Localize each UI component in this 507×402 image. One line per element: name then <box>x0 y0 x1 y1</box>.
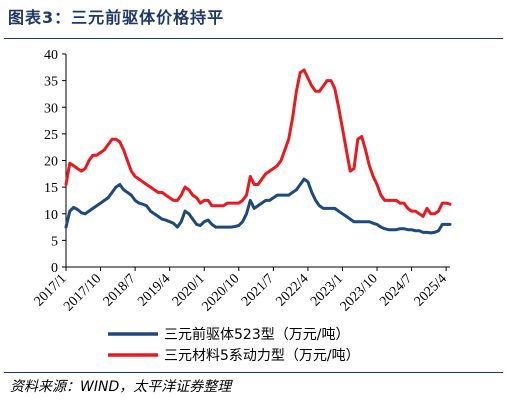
chart-axes: 05101520253035402017/12017/102018/72019/… <box>32 48 450 314</box>
chart-series <box>64 68 452 235</box>
y-tick-label: 5 <box>51 234 58 249</box>
x-tick-label: 2018/7 <box>101 271 139 309</box>
y-tick-label: 0 <box>51 261 58 276</box>
y-tick-label: 40 <box>44 48 58 63</box>
y-tick-label: 35 <box>44 75 58 90</box>
legend-label-1: 三元前驱体523型（万元/吨） <box>164 326 349 343</box>
y-tick-label: 10 <box>44 208 58 223</box>
series-line-1 <box>64 177 452 235</box>
y-tick-label: 20 <box>44 155 58 170</box>
title-divider <box>4 38 503 39</box>
x-tick-label: 2017/10 <box>61 271 104 314</box>
legend-label-2: 三元材料5系动力型（万元/吨） <box>164 348 360 364</box>
x-tick-label: 2022/4 <box>274 271 312 309</box>
x-tick-label: 2025/4 <box>412 271 450 309</box>
chart-legend: 三元前驱体523型（万元/吨） 三元材料5系动力型（万元/吨） <box>108 326 360 364</box>
x-tick-label: 2024/7 <box>377 271 415 309</box>
source-note: 资料来源：WIND，太平洋证券整理 <box>10 379 232 395</box>
x-tick-label: 2023/10 <box>338 271 381 314</box>
source-divider <box>4 372 503 373</box>
line-chart: 05101520253035402017/12017/102018/72019/… <box>32 48 452 364</box>
y-tick-label: 15 <box>44 181 58 196</box>
x-tick-label: 2021/7 <box>239 271 277 309</box>
y-tick-label: 30 <box>44 101 58 116</box>
x-tick-label: 2019/4 <box>135 271 173 309</box>
y-tick-label: 25 <box>44 128 58 143</box>
series-line-2 <box>64 68 452 218</box>
x-tick-label: 2020/10 <box>199 271 242 314</box>
chart-title: 图表3：三元前驱体价格持平 <box>8 8 225 27</box>
